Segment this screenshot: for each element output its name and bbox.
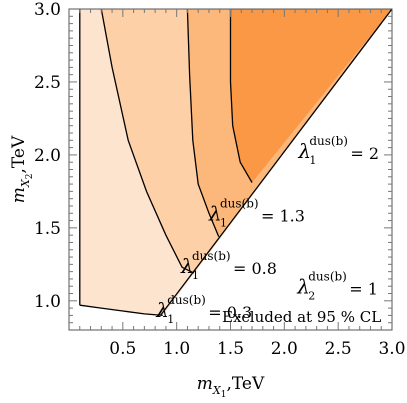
contour-line-0 (79, 304, 163, 317)
x-axis-unit: ,TeV (226, 374, 264, 394)
annotation-4: λ1 dus(b)= 0.3 (155, 293, 252, 326)
y-axis-sub-2: 2 (25, 174, 35, 180)
y-tick-label-3: 2.5 (34, 73, 61, 93)
annotation-2-value: = 0.8 (233, 259, 277, 278)
annotation-1-value: = 1.3 (261, 207, 305, 226)
annotation-0-sup: dus(b) (309, 134, 348, 148)
diagonal-line (159, 8, 393, 316)
annotation-2-lambda: λ (180, 254, 194, 278)
x-tick-label-3: 2.0 (271, 339, 298, 359)
x-tick-label-1: 1.0 (163, 339, 190, 359)
annotation-0-sub: 1 (309, 154, 316, 167)
contour-lines (79, 8, 393, 317)
y-axis-sub-x: X (19, 178, 32, 188)
exclusion-note: Excluded at 95 % CL (222, 308, 381, 326)
x-axis-title: mX1,TeV (197, 374, 265, 400)
annotation-2-sub: 1 (192, 269, 199, 282)
contour-line-3 (229, 9, 253, 183)
x-axis-sub-x: X (212, 384, 222, 397)
contour-line-1 (100, 8, 195, 274)
axis-ticks (69, 9, 392, 330)
y-axis-title: mX2,TeV (9, 135, 35, 203)
annotation-3-sub: 2 (308, 290, 315, 303)
annotation-2-sup: dus(b) (192, 249, 231, 263)
annotation-1-sup: dus(b) (220, 197, 259, 211)
annotation-0: λ1 dus(b)= 2 (297, 134, 379, 167)
contour-line-2 (186, 8, 220, 237)
x-tick-label-0: 0.5 (109, 339, 136, 359)
annotation-1-sub: 1 (220, 217, 227, 230)
annotation-3-lambda: λ (296, 275, 310, 299)
annotation-4-sub: 1 (167, 313, 174, 326)
annotation-2: λ1 dus(b)= 0.8 (180, 249, 277, 282)
y-axis-unit: ,TeV (9, 135, 29, 173)
y-tick-label-2: 2.0 (34, 146, 61, 166)
annotation-1-lambda: λ (208, 202, 222, 226)
annotation-0-value: = 2 (350, 144, 379, 163)
tick-labels: 0.5 1.0 1.5 2.0 2.5 3.0 1.0 1.5 2.0 2.5 3.0 (34, 0, 406, 359)
annotation-4-sup: dus(b) (167, 293, 206, 307)
annotation-3-sup: dus(b) (308, 270, 347, 284)
annotation-1: λ1 dus(b)= 1.3 (208, 197, 305, 230)
x-tick-label-4: 2.5 (325, 339, 352, 359)
x-tick-label-5: 3.0 (378, 339, 405, 359)
x-axis-m: m (197, 374, 213, 394)
annotation-3-value: = 1 (349, 280, 378, 299)
y-tick-label-0: 1.0 (34, 292, 61, 312)
x-tick-label-2: 1.5 (217, 339, 244, 359)
y-tick-label-1: 1.5 (34, 219, 61, 239)
annotation-0-lambda: λ (297, 139, 311, 163)
x-axis-sub-1: 1 (221, 390, 227, 400)
annotation-4-value: = 0.3 (208, 303, 252, 322)
annotation-3: λ2 dus(b)= 1 (296, 270, 378, 303)
y-tick-label-4: 3.0 (34, 0, 61, 20)
annotation-4-lambda: λ (155, 298, 169, 322)
region-fills (79, 9, 393, 316)
region-3-fill (230, 9, 392, 183)
y-axis-m: m (9, 187, 29, 203)
